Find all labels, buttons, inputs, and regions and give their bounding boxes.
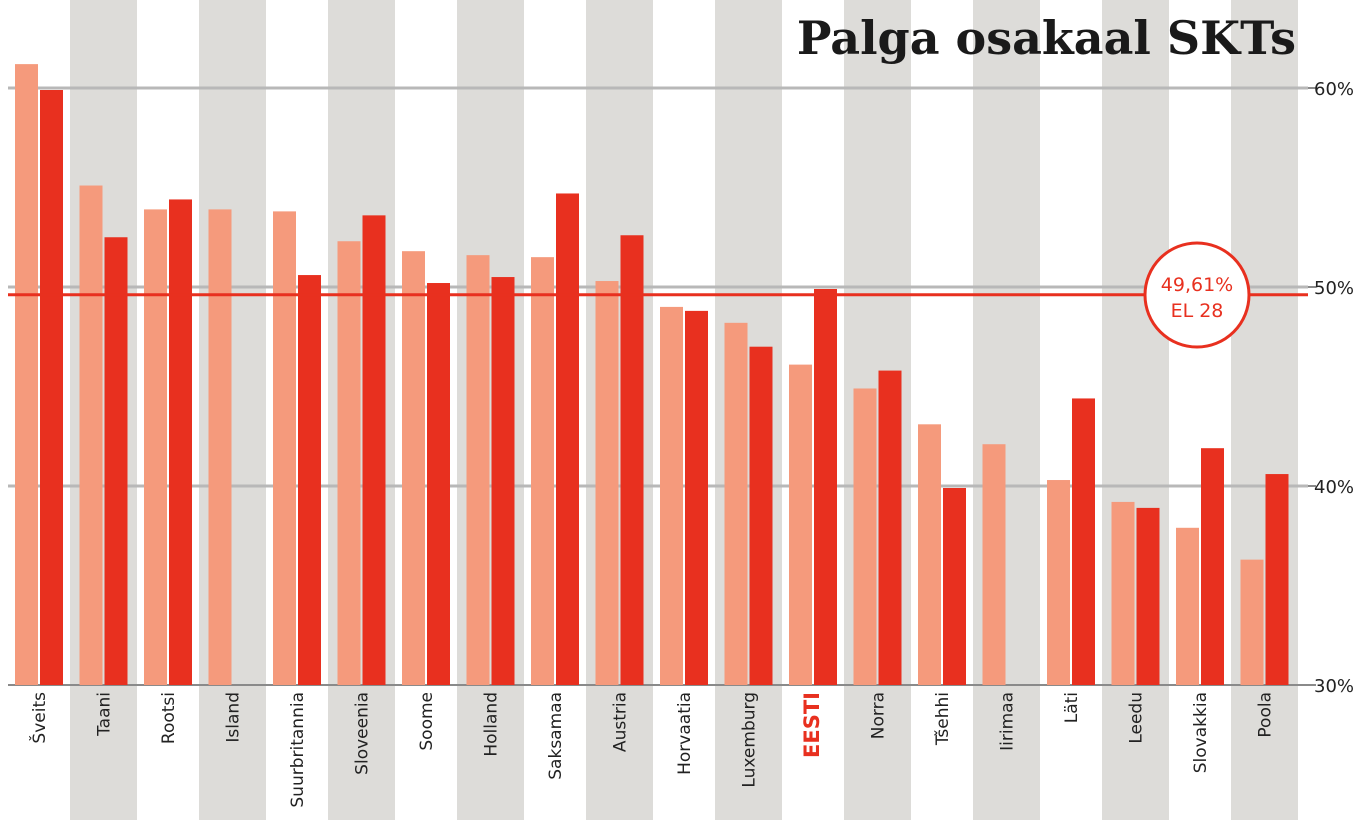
category-label: Iirimaa xyxy=(998,692,1018,751)
bar xyxy=(40,89,63,686)
bar xyxy=(556,193,579,685)
bar xyxy=(104,237,128,685)
bar xyxy=(1265,474,1289,685)
bar xyxy=(15,64,38,686)
category-label: Luxemburg xyxy=(740,692,760,788)
bar xyxy=(491,277,515,685)
bar xyxy=(685,310,708,685)
y-tick-label: 60% xyxy=(1314,79,1354,100)
bar xyxy=(1072,398,1095,685)
bar xyxy=(1201,448,1224,685)
bar xyxy=(298,275,321,685)
bar xyxy=(1047,480,1070,685)
reference-badge xyxy=(1143,241,1251,349)
bar xyxy=(273,211,296,685)
category-label: Norra xyxy=(869,692,889,739)
bar xyxy=(724,322,748,685)
reference-value-label: 49,61% xyxy=(1161,274,1233,296)
reference-line-group: 49,61% EL 28 xyxy=(8,241,1308,349)
bar xyxy=(362,215,386,686)
category-label: Taani xyxy=(95,692,115,737)
bar xyxy=(466,255,490,685)
bar xyxy=(749,346,773,685)
bar xyxy=(943,487,966,685)
bar xyxy=(169,199,192,685)
bar xyxy=(1111,501,1135,685)
bar xyxy=(878,370,902,685)
category-label: Rootsi xyxy=(159,692,179,744)
category-label: Slovakkia xyxy=(1191,692,1211,773)
category-label: Sloveenia xyxy=(353,692,373,775)
category-label: Soome xyxy=(417,692,437,751)
bar xyxy=(789,364,812,685)
category-label: Saksamaa xyxy=(546,692,566,780)
bar xyxy=(1240,559,1264,685)
bar xyxy=(1176,527,1199,685)
reference-sublabel: EL 28 xyxy=(1171,300,1224,322)
bar xyxy=(918,424,941,685)
category-labels: Šveits Taani Rootsi Island Suurbritannia Slov… xyxy=(28,692,1276,808)
category-label: Tšehhi xyxy=(933,692,953,746)
bar xyxy=(660,306,683,685)
bar xyxy=(208,209,232,685)
bar xyxy=(337,241,361,686)
bar xyxy=(982,444,1006,685)
category-label: Austria xyxy=(611,692,631,752)
category-label: Holland xyxy=(482,692,502,757)
bar xyxy=(402,251,425,685)
category-label: Suurbritannia xyxy=(288,692,308,808)
bar xyxy=(427,283,450,685)
y-tick-label: 40% xyxy=(1314,477,1354,498)
category-label: Läti xyxy=(1062,692,1082,723)
bar xyxy=(79,185,103,685)
category-label: Horvaatia xyxy=(675,692,695,775)
category-label: Island xyxy=(224,692,244,743)
category-label: Poola xyxy=(1256,692,1276,738)
bars xyxy=(15,64,1289,686)
category-label: Leedu xyxy=(1127,692,1147,744)
bar xyxy=(144,209,167,685)
category-label: Šveits xyxy=(28,692,50,744)
bar xyxy=(531,257,554,685)
category-label: EESTI xyxy=(800,692,824,758)
chart-title: Palga osakaal SKTs xyxy=(797,11,1296,65)
bar xyxy=(595,281,619,685)
bar xyxy=(814,288,837,685)
y-tick-label: 30% xyxy=(1314,676,1354,697)
y-tick-label: 50% xyxy=(1314,278,1354,299)
bar xyxy=(620,235,644,685)
bar xyxy=(853,388,877,685)
bar xyxy=(1136,507,1160,685)
